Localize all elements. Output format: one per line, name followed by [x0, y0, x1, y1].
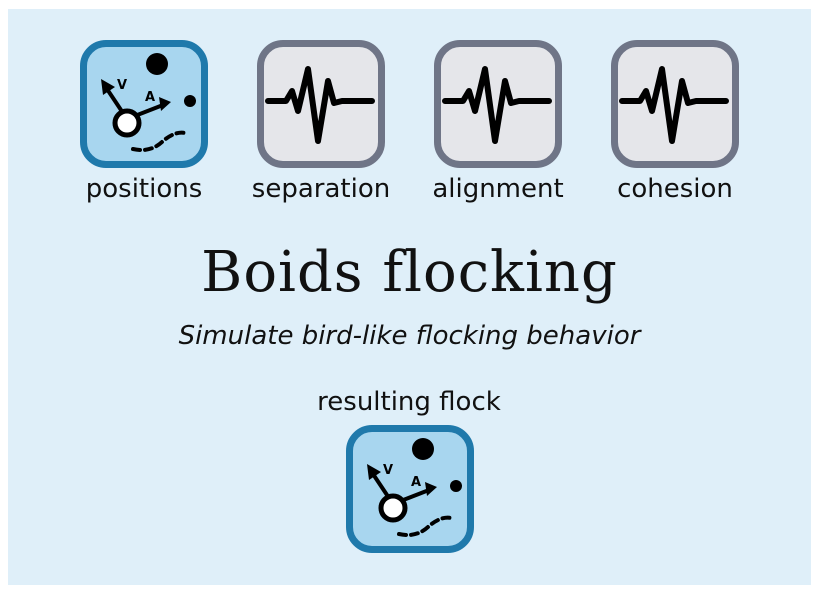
waveform-icon — [442, 66, 552, 144]
cohesion-node[interactable] — [611, 40, 739, 168]
trail-path — [131, 130, 187, 152]
acceleration-letter: A — [411, 475, 421, 490]
boid-dot-small — [450, 480, 462, 492]
cohesion-label: cohesion — [617, 174, 733, 204]
boid-dot-small — [184, 95, 196, 107]
positions-label: positions — [85, 174, 203, 204]
acceleration-arrowhead — [159, 97, 171, 111]
page-title: Boids flocking — [201, 240, 618, 305]
canvas-panel: V A positions separation alignment cohes… — [8, 9, 811, 585]
velocity-letter: V — [383, 463, 393, 478]
resulting-flock-node[interactable]: V A — [346, 425, 474, 553]
velocity-arrowhead — [101, 79, 115, 95]
alignment-label: alignment — [432, 174, 564, 204]
positions-node[interactable]: V A — [80, 40, 208, 168]
acceleration-letter: A — [145, 90, 155, 105]
boid-motion-icon: V A — [367, 438, 462, 537]
boid-motion-icon: V A — [101, 53, 196, 152]
velocity-letter: V — [117, 78, 127, 93]
boid-dot-large — [146, 53, 168, 75]
trail-path — [397, 515, 453, 537]
boid-body — [378, 493, 408, 523]
waveform-icon — [619, 66, 729, 144]
alignment-node[interactable] — [434, 40, 562, 168]
boid-dot-large — [412, 438, 434, 460]
velocity-arrowhead — [367, 464, 381, 480]
separation-node[interactable] — [257, 40, 385, 168]
boid-body — [112, 108, 142, 138]
resulting-flock-label: resulting flock — [317, 387, 501, 417]
separation-label: separation — [251, 174, 391, 204]
page-subtitle: Simulate bird-like flocking behavior — [178, 321, 641, 351]
acceleration-arrowhead — [425, 482, 437, 496]
waveform-icon — [265, 66, 375, 144]
